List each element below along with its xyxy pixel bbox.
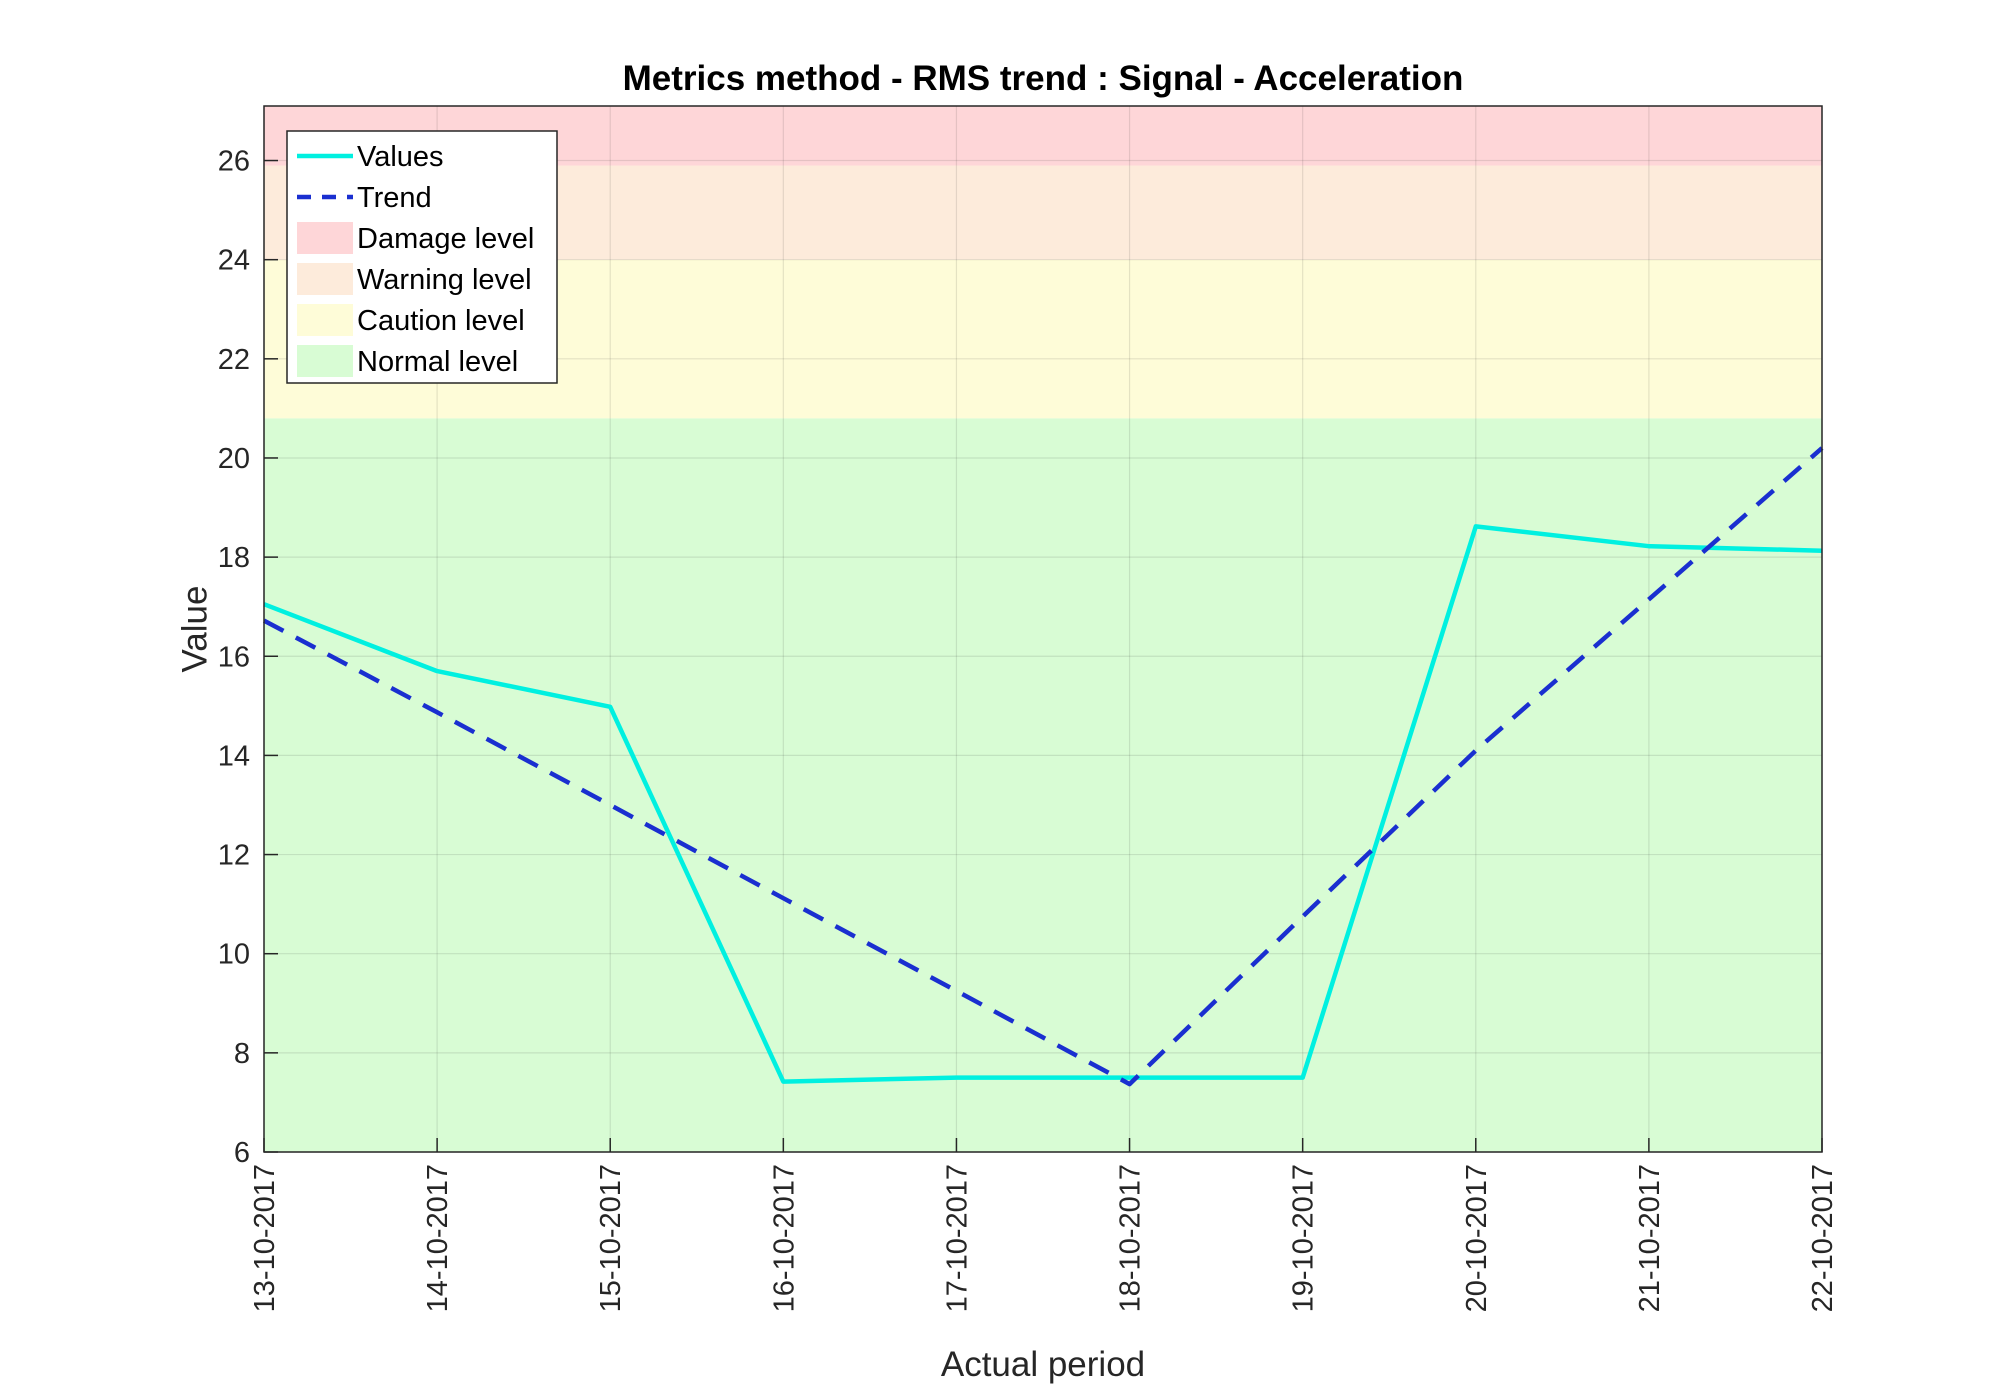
legend-swatch-normal-level [297,345,353,377]
x-tick-label: 15-10-2017 [595,1164,627,1312]
x-axis-label: Actual period [941,1345,1145,1384]
y-tick-label: 14 [218,740,250,772]
series-lines [262,446,1824,1087]
series-line-trend [262,446,1824,1087]
y-tick-label: 24 [218,245,250,277]
y-tick-label: 16 [218,641,250,673]
legend-label-trend: Trend [357,182,432,214]
series-line-values [263,524,1823,1084]
legend-box [286,130,558,384]
x-tick-label: 20-10-2017 [1461,1164,1493,1312]
legend-label-damage-level: Damage level [357,223,534,255]
y-tick-label: 10 [218,939,250,971]
x-tick-label: 16-10-2017 [768,1164,800,1312]
y-tick-label: 22 [218,344,250,376]
axes: 6 8 10 12 14 16 18 20 22 24 26 13-10-2017 14-10-2017… [218,146,1839,1313]
y-axis-label: Value [175,586,214,673]
legend-label-caution-level: Caution level [357,305,525,337]
level-bands [264,106,1822,1152]
legend: Values Trend Damage level Warning level Caut… [286,130,558,384]
legend-label-values: Values [357,141,444,173]
chart-title: Metrics method - RMS trend : Signal - Ac… [623,59,1464,98]
y-tick-label: 6 [234,1137,250,1169]
y-tick-label: 18 [218,542,250,574]
x-tick-label: 19-10-2017 [1288,1164,1320,1312]
legend-label-warning-level: Warning level [357,264,532,296]
x-tick-label: 21-10-2017 [1634,1164,1666,1312]
x-tick-label: 22-10-2017 [1807,1164,1839,1312]
x-tick-label: 13-10-2017 [249,1164,281,1312]
legend-label-normal-level: Normal level [357,346,518,378]
x-tick-label: 18-10-2017 [1115,1164,1147,1312]
y-tick-label: 26 [218,146,250,178]
band-normal-level [264,418,1822,1152]
y-tick-label: 20 [218,443,250,475]
legend-swatch-damage-level [297,222,353,254]
x-tick-label: 14-10-2017 [422,1164,454,1312]
legend-swatch-caution-level [297,304,353,336]
x-tick-label: 17-10-2017 [941,1164,973,1312]
legend-swatch-warning-level [297,263,353,295]
plot-frame [263,105,1823,1153]
y-tick-label: 8 [234,1038,250,1070]
y-tick-label: 12 [218,840,250,872]
